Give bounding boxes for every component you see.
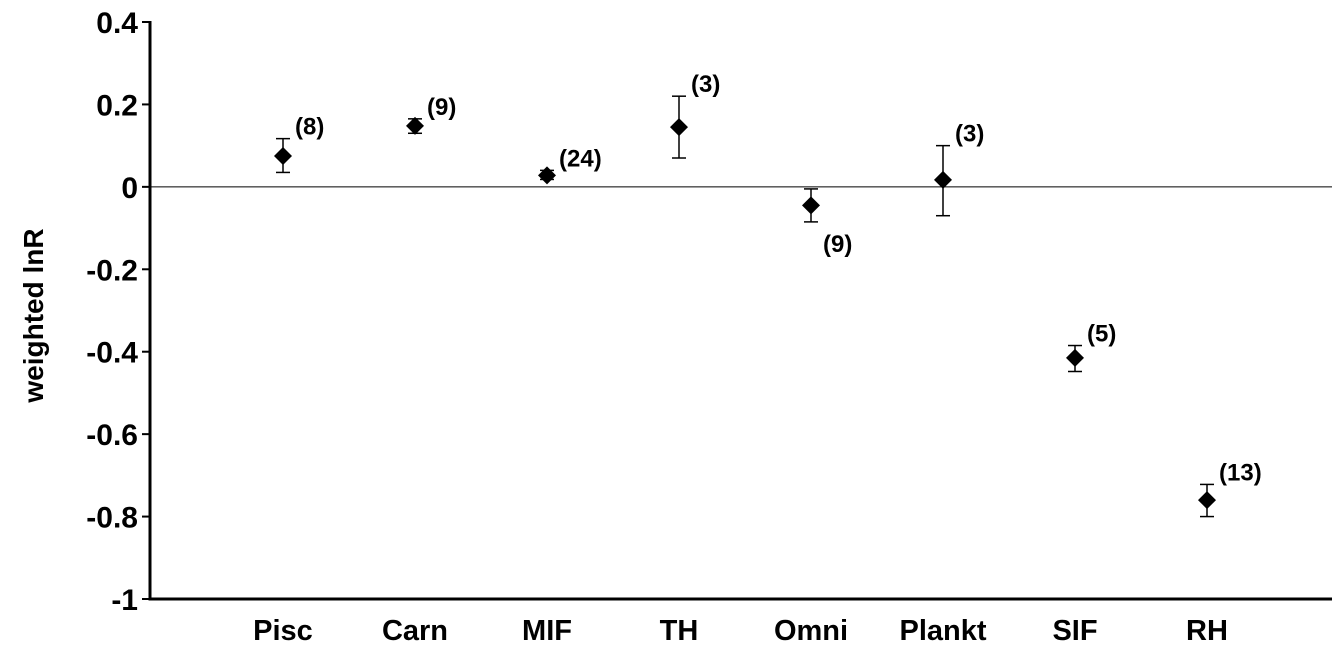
data-point-diamond <box>406 116 424 135</box>
axes <box>148 21 1332 601</box>
data-point-diamond <box>1198 491 1216 510</box>
y-tick-label: 0 <box>121 172 138 205</box>
sample-size-label: (3) <box>955 121 984 148</box>
sample-size-label: (13) <box>1219 459 1262 486</box>
data-point-diamond <box>1066 348 1084 367</box>
x-category-label: Plankt <box>899 615 986 647</box>
y-tick-label: 0.2 <box>96 89 138 122</box>
data-points: (8) (9) (24) (3) (9) (3) (5) (13) <box>274 71 1262 518</box>
data-point-diamond <box>934 170 952 189</box>
data-point-group: (9) <box>406 94 456 135</box>
x-category-labels: Pisc Carn MIF TH Omni Plankt SIF RH <box>253 615 1228 647</box>
x-category-label: SIF <box>1052 615 1097 647</box>
data-point-diamond <box>802 196 820 215</box>
data-point-diamond <box>670 118 688 137</box>
sample-size-label: (8) <box>295 114 324 141</box>
sample-size-label: (5) <box>1087 321 1116 348</box>
x-category-label: RH <box>1186 615 1228 647</box>
data-point-group: (24) <box>538 145 602 185</box>
x-category-label: MIF <box>522 615 572 647</box>
y-tick-label: -0.6 <box>86 419 138 452</box>
y-tick-label: 0.4 <box>96 7 138 40</box>
data-point-group: (8) <box>274 114 324 174</box>
data-point-group: (5) <box>1066 321 1116 373</box>
data-point-group: (9) <box>802 188 852 258</box>
y-tick-label: -1 <box>111 584 138 617</box>
data-point-diamond <box>538 166 556 185</box>
sample-size-label: (9) <box>823 231 852 258</box>
x-category-label: TH <box>660 615 699 647</box>
y-ticks: 0.4 0.2 0 -0.2 -0.4 -0.6 -0.8 -1 <box>86 7 150 617</box>
data-point-group: (3) <box>670 71 720 159</box>
y-tick-label: -0.4 <box>86 337 138 370</box>
x-category-label: Pisc <box>253 615 313 647</box>
x-category-label: Omni <box>774 615 848 647</box>
y-axis-title: weighted lnR <box>18 228 49 403</box>
data-point-group: (13) <box>1198 459 1262 518</box>
y-tick-label: -0.2 <box>86 254 138 287</box>
data-point-diamond <box>274 146 292 165</box>
sample-size-label: (24) <box>559 145 602 172</box>
sample-size-label: (3) <box>691 71 720 98</box>
y-tick-label: -0.8 <box>86 502 138 535</box>
data-point-group: (3) <box>934 121 984 217</box>
sample-size-label: (9) <box>427 94 456 121</box>
x-category-label: Carn <box>382 615 448 647</box>
